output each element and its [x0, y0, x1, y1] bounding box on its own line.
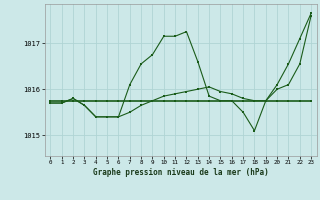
- X-axis label: Graphe pression niveau de la mer (hPa): Graphe pression niveau de la mer (hPa): [93, 168, 269, 177]
